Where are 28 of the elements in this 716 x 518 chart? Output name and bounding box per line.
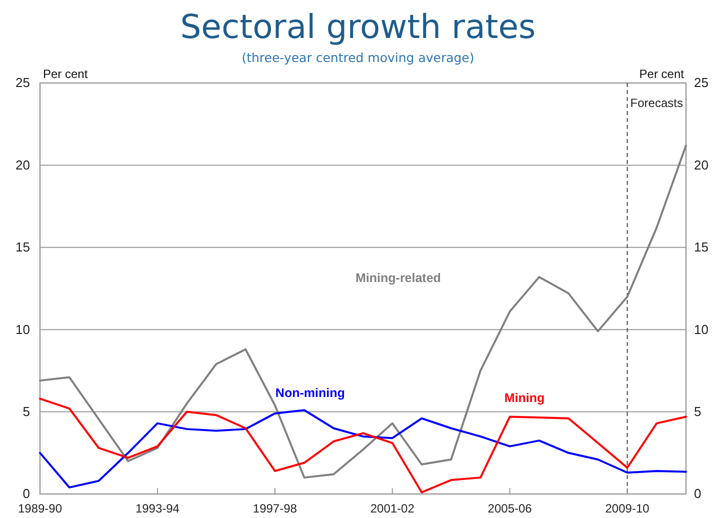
x-tick-label: 2001-02 xyxy=(370,502,415,516)
x-tick-label: 2009-10 xyxy=(605,502,650,516)
series-label: Mining xyxy=(504,390,545,405)
chart-title: Sectoral growth rates xyxy=(180,7,536,46)
x-tick-label: 1993-94 xyxy=(135,502,180,516)
y-tick-label: 15 xyxy=(16,240,30,255)
y2-tick-label: 25 xyxy=(694,75,708,90)
y2-tick-label: 10 xyxy=(694,322,708,337)
x-tick-label: 1997-98 xyxy=(252,502,298,516)
y2-tick-label: 20 xyxy=(694,157,708,172)
y-tick-label: 10 xyxy=(16,322,30,337)
y2-tick-label: 0 xyxy=(694,486,702,502)
x-tick-label: 2005-06 xyxy=(488,502,532,516)
y2-tick-label: 5 xyxy=(694,404,702,419)
line-series xyxy=(39,144,687,479)
ref-line-label: Forecasts xyxy=(630,96,683,110)
y2-axis-title: Per cent xyxy=(639,67,685,81)
y2-tick-label: 15 xyxy=(694,240,708,255)
x-tick-label: 1989-90 xyxy=(18,502,62,516)
text: Mining-related xyxy=(356,270,441,285)
y-tick-label: 25 xyxy=(16,75,30,90)
y-tick-label: 0 xyxy=(22,486,30,502)
line-series xyxy=(39,409,687,488)
chart-subtitle: (three-year centred moving average) xyxy=(242,50,474,65)
y-tick-label: 20 xyxy=(16,157,30,172)
y-axis-title: Per cent xyxy=(43,67,88,81)
series-label: Non-mining xyxy=(275,386,345,400)
y-tick-label: 5 xyxy=(22,404,30,419)
